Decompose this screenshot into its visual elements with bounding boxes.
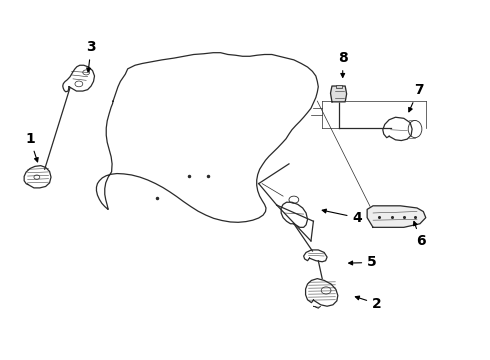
Text: 5: 5 bbox=[349, 256, 377, 270]
Text: 8: 8 bbox=[338, 51, 347, 77]
Text: 4: 4 bbox=[322, 209, 362, 225]
Polygon shape bbox=[331, 86, 346, 102]
Text: 3: 3 bbox=[86, 40, 96, 72]
Bar bbox=[336, 85, 342, 88]
Polygon shape bbox=[367, 206, 426, 227]
Text: 7: 7 bbox=[409, 84, 423, 112]
Text: 1: 1 bbox=[25, 132, 38, 162]
Text: 2: 2 bbox=[355, 296, 382, 311]
Text: 6: 6 bbox=[414, 221, 426, 248]
